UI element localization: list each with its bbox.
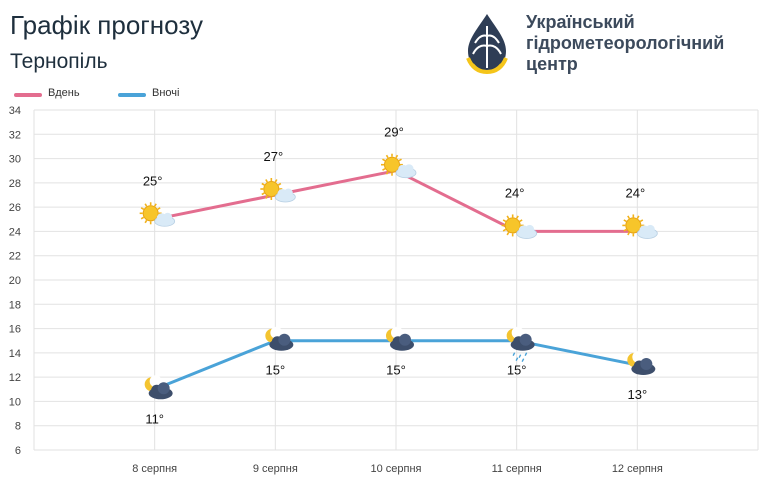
moon-cloud-icon (386, 326, 414, 351)
city-name: Тернопіль (10, 50, 108, 73)
data-label: 11° (145, 411, 164, 426)
legend-label-night: Вночі (152, 87, 180, 99)
logo-line-2: гідрометеорологічний (526, 33, 725, 53)
data-label: 15° (386, 363, 406, 378)
data-label: 25° (143, 173, 163, 188)
x-tick-label: 12 серпня (612, 463, 663, 475)
data-label: 29° (384, 125, 404, 140)
y-tick-label: 30 (9, 154, 21, 166)
data-label: 24° (625, 185, 645, 200)
y-tick-label: 20 (9, 275, 21, 287)
moon-cloud-icon (265, 326, 294, 351)
y-tick-label: 12 (9, 372, 21, 384)
y-tick-label: 10 (9, 396, 21, 408)
series-day: 25° 27° 29° 24° 24° (139, 125, 658, 239)
y-tick-label: 32 (9, 129, 21, 141)
series-night: 11° 15° 15° 15° 13° (144, 326, 656, 426)
legend-label-day: Вдень (48, 87, 80, 99)
moon-cloud-icon (144, 375, 173, 400)
logo-line-3: центр (526, 54, 578, 74)
x-tick-label: 11 серпня (492, 463, 542, 475)
page-title: Графік прогнозу (10, 10, 203, 40)
x-tick-label: 8 серпня (132, 463, 177, 475)
legend-swatch-day (14, 93, 42, 97)
data-label: 13° (627, 387, 647, 402)
y-tick-label: 34 (9, 105, 21, 117)
y-tick-label: 22 (9, 251, 21, 263)
y-tick-label: 26 (9, 202, 21, 214)
y-tick-label: 28 (9, 178, 21, 190)
x-tick-label: 9 серпня (253, 463, 298, 475)
hydromet-logo: Український гідрометеорологічний центр (462, 12, 762, 82)
sun-cloud-icon (139, 202, 176, 227)
logo-text: Український гідрометеорологічний центр (526, 12, 724, 75)
data-label: 15° (507, 363, 527, 378)
sun-cloud-icon (501, 214, 538, 239)
y-tick-label: 16 (9, 324, 21, 336)
data-label: 15° (265, 363, 285, 378)
y-tick-label: 24 (9, 226, 21, 238)
data-label: 27° (263, 149, 283, 164)
y-tick-label: 8 (15, 421, 21, 433)
legend-swatch-night (118, 93, 146, 97)
droplet-logo-icon (466, 14, 508, 75)
y-tick-label: 14 (9, 348, 21, 360)
x-tick-label: 10 серпня (370, 463, 421, 475)
logo-line-1: Український (526, 12, 635, 32)
data-label: 24° (505, 185, 525, 200)
sun-cloud-icon (622, 214, 658, 239)
y-tick-label: 6 (15, 445, 21, 457)
moon-cloud-rain-icon (506, 326, 535, 363)
moon-cloud-icon (627, 351, 656, 375)
sun-cloud-icon (381, 153, 417, 179)
sun-cloud-icon (260, 178, 296, 203)
y-tick-label: 18 (9, 299, 21, 311)
